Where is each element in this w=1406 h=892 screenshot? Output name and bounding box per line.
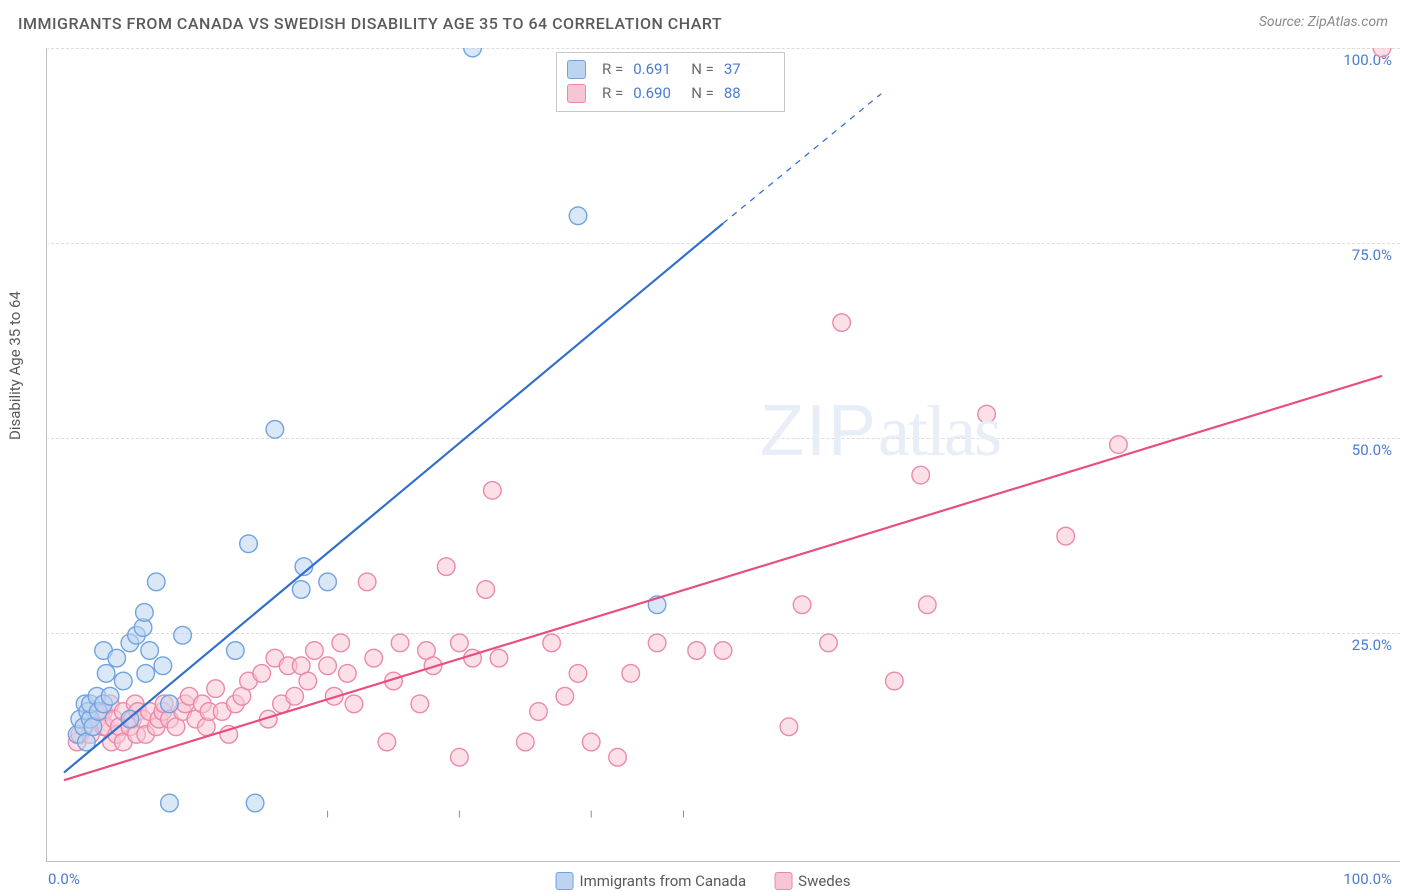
scatter-point: [391, 634, 409, 652]
scatter-point: [266, 421, 284, 439]
scatter-point: [161, 695, 179, 713]
scatter-point: [793, 596, 811, 614]
legend-label-2: Swedes: [798, 872, 850, 890]
watermark-atlas: atlas: [878, 391, 1000, 471]
scatter-point: [820, 634, 838, 652]
swatch-series-1: [567, 60, 586, 79]
scatter-point: [253, 665, 271, 683]
scatter-point: [609, 748, 627, 766]
watermark-zip: ZIP: [760, 391, 878, 471]
legend-item-series-2: Swedes: [774, 872, 850, 890]
scatter-point: [240, 535, 258, 553]
chart-title: IMMIGRANTS FROM CANADA VS SWEDISH DISABI…: [18, 14, 722, 33]
scatter-point: [114, 672, 132, 690]
scatter-point: [147, 573, 165, 591]
scatter-point: [136, 604, 154, 622]
scatter-point: [154, 657, 172, 675]
x-axis-line: [46, 861, 1400, 862]
trend-line-dashed: [723, 94, 881, 224]
scatter-point: [437, 558, 455, 576]
scatter-point: [1373, 48, 1391, 57]
scatter-point: [886, 672, 904, 690]
scatter-point: [319, 657, 337, 675]
scatter-point: [622, 665, 640, 683]
scatter-point: [582, 733, 600, 751]
scatter-point: [648, 634, 666, 652]
source-label: Source:: [1259, 14, 1308, 30]
scatter-point: [358, 573, 376, 591]
swatch-series-2: [567, 84, 586, 103]
n-label: N =: [691, 84, 714, 102]
scatter-point: [141, 642, 159, 660]
scatter-point: [516, 733, 534, 751]
stats-row-series-2: R = 0.690 N = 88: [567, 81, 772, 105]
scatter-point: [286, 687, 304, 705]
scatter-point: [780, 718, 798, 736]
scatter-point: [319, 573, 337, 591]
y-axis-label: Disability Age 35 to 64: [6, 291, 24, 440]
scatter-point: [332, 634, 350, 652]
scatter-plot-svg: [46, 48, 1400, 840]
scatter-point: [484, 482, 502, 500]
r-label: R =: [602, 84, 623, 102]
x-tick-100: 100.0%: [1343, 870, 1392, 888]
scatter-point: [477, 581, 495, 599]
n-label: N =: [691, 60, 714, 78]
scatter-point: [569, 665, 587, 683]
scatter-point: [556, 687, 574, 705]
scatter-point: [227, 642, 245, 660]
legend-label-1: Immigrants from Canada: [580, 872, 747, 890]
n-value-series-2: 88: [724, 84, 772, 102]
scatter-point: [207, 680, 225, 698]
stats-row-series-1: R = 0.691 N = 37: [567, 57, 772, 81]
trend-line: [64, 376, 1382, 780]
scatter-point: [292, 581, 310, 599]
scatter-point: [833, 314, 851, 332]
scatter-point: [97, 665, 115, 683]
r-value-series-1: 0.691: [633, 60, 681, 78]
watermark: ZIPatlas: [760, 390, 1000, 473]
scatter-point: [161, 794, 179, 812]
x-tick-0: 0.0%: [48, 870, 80, 888]
scatter-point: [411, 695, 429, 713]
scatter-point: [101, 687, 119, 705]
scatter-point: [688, 642, 706, 660]
r-label: R =: [602, 60, 623, 78]
bottom-legend: Immigrants from Canada Swedes: [556, 872, 851, 890]
scatter-point: [1110, 436, 1128, 454]
legend-swatch-2: [774, 872, 792, 890]
scatter-point: [174, 626, 192, 644]
legend-item-series-1: Immigrants from Canada: [556, 872, 747, 890]
scatter-point: [339, 665, 357, 683]
scatter-point: [1057, 527, 1075, 545]
scatter-point: [464, 48, 482, 57]
source-credit: Source: ZipAtlas.com: [1259, 14, 1388, 30]
scatter-point: [345, 695, 363, 713]
r-value-series-2: 0.690: [633, 84, 681, 102]
scatter-point: [451, 748, 469, 766]
scatter-point: [246, 794, 264, 812]
scatter-point: [306, 642, 324, 660]
scatter-point: [365, 649, 383, 667]
n-value-series-1: 37: [724, 60, 772, 78]
scatter-point: [918, 596, 936, 614]
source-name: ZipAtlas.com: [1308, 14, 1388, 30]
scatter-point: [299, 672, 317, 690]
scatter-point: [451, 634, 469, 652]
scatter-point: [543, 634, 561, 652]
stats-legend-box: R = 0.691 N = 37 R = 0.690 N = 88: [556, 52, 785, 112]
scatter-point: [530, 703, 548, 721]
scatter-point: [378, 733, 396, 751]
scatter-point: [137, 665, 155, 683]
scatter-point: [714, 642, 732, 660]
legend-swatch-1: [556, 872, 574, 890]
chart-header: IMMIGRANTS FROM CANADA VS SWEDISH DISABI…: [18, 14, 1388, 42]
scatter-point: [569, 207, 587, 225]
scatter-point: [490, 649, 508, 667]
scatter-point: [108, 649, 126, 667]
